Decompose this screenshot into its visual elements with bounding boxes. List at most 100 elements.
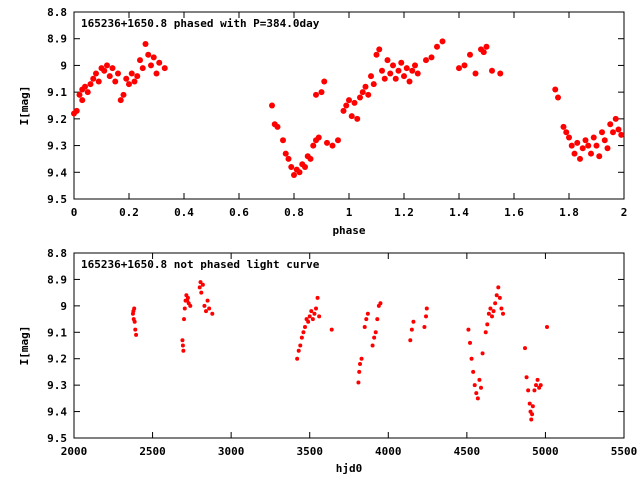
data-point	[340, 107, 347, 114]
data-point	[390, 62, 396, 69]
y-tick-label: 9.3	[47, 140, 67, 153]
data-point	[150, 54, 157, 61]
x-tick-label: 5500	[611, 445, 638, 458]
plot-frame	[73, 252, 625, 439]
data-point	[434, 43, 440, 50]
data-point	[109, 65, 116, 72]
data-point	[477, 377, 482, 382]
data-point	[358, 362, 362, 366]
x-tick-label: 0.6	[229, 206, 249, 219]
data-point	[532, 388, 537, 393]
data-point	[142, 41, 149, 48]
data-point	[309, 309, 314, 314]
x-tick-label: 1.4	[449, 206, 469, 219]
data-point	[210, 311, 215, 316]
data-point	[362, 325, 367, 329]
data-point	[134, 332, 139, 337]
chart-title: 165236+1650.8 phased with P=384.0day	[81, 17, 320, 30]
data-point	[373, 330, 378, 335]
data-point	[408, 338, 413, 343]
data-point	[182, 306, 187, 311]
data-point	[409, 327, 414, 332]
y-tick-label: 8.9	[47, 33, 67, 46]
data-point	[571, 150, 578, 157]
data-point	[200, 282, 205, 287]
x-tick-label: 1.2	[394, 206, 414, 219]
data-point	[579, 145, 586, 152]
data-point	[202, 303, 207, 308]
data-point	[115, 70, 121, 77]
data-point	[354, 115, 361, 122]
x-tick-label: 4000	[375, 445, 402, 458]
data-point	[207, 306, 212, 311]
data-point	[414, 70, 421, 77]
data-point	[523, 346, 527, 351]
data-point	[423, 57, 429, 64]
data-point	[329, 327, 334, 332]
data-point	[73, 107, 80, 114]
data-point	[317, 314, 322, 319]
data-point	[299, 335, 304, 340]
data-point	[497, 295, 502, 300]
x-tick-label: 3000	[218, 445, 245, 458]
data-point	[615, 126, 622, 133]
data-point	[351, 99, 358, 106]
data-point	[395, 67, 402, 74]
x-tick-label: 1	[346, 206, 353, 219]
data-point	[306, 319, 311, 324]
data-point	[362, 83, 369, 90]
x-tick-label: 2	[621, 206, 628, 219]
data-point	[475, 396, 480, 401]
data-point	[357, 369, 362, 374]
data-point	[269, 102, 275, 109]
x-tick-label: 0.8	[284, 206, 304, 219]
data-point	[529, 417, 534, 422]
data-point	[321, 78, 328, 85]
x-tick-label: 5000	[532, 445, 559, 458]
data-point	[357, 94, 363, 101]
data-point	[490, 314, 494, 319]
data-point	[499, 306, 504, 311]
data-point	[180, 338, 185, 343]
data-point	[379, 67, 385, 74]
data-point	[126, 81, 132, 88]
data-point	[131, 78, 138, 85]
data-point	[313, 91, 319, 98]
y-tick-label: 8.8	[47, 247, 67, 260]
data-point	[406, 78, 413, 85]
data-point	[472, 383, 477, 388]
data-point	[424, 306, 429, 311]
y-tick-label: 9.1	[47, 326, 67, 339]
data-point	[104, 62, 110, 69]
data-point	[145, 51, 152, 58]
data-point	[346, 97, 352, 104]
data-point	[329, 142, 336, 149]
data-point	[403, 65, 410, 72]
data-point	[411, 319, 416, 324]
data-point	[486, 311, 491, 316]
y-tick-label: 9.3	[47, 379, 67, 392]
data-point	[378, 301, 383, 306]
data-point	[79, 97, 86, 104]
data-point	[132, 319, 137, 324]
data-point	[545, 325, 549, 329]
data-point	[280, 137, 286, 144]
data-point	[368, 73, 374, 80]
data-point	[123, 75, 130, 82]
x-tick-label: 2500	[139, 445, 166, 458]
data-point	[552, 86, 559, 93]
x-tick-label: 1.8	[559, 206, 579, 219]
data-point	[472, 70, 479, 77]
data-point	[185, 295, 190, 300]
data-point	[474, 391, 479, 396]
data-point	[120, 91, 127, 98]
data-point	[310, 142, 317, 149]
data-point	[489, 67, 495, 74]
x-tick-label: 4500	[454, 445, 481, 458]
data-point	[530, 404, 535, 409]
x-tick-label: 0	[71, 206, 78, 219]
x-tick-label: 1.6	[504, 206, 524, 219]
x-tick-label: 0.2	[119, 206, 139, 219]
data-point	[424, 314, 428, 319]
